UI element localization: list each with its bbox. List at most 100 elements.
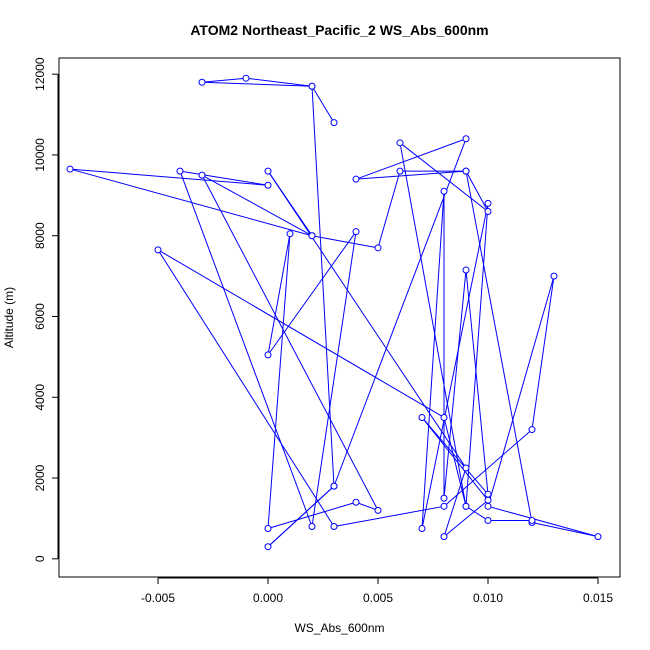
x-axis: -0.005 0.000 0.005 0.010 0.015 <box>141 577 613 605</box>
data-point <box>462 266 470 274</box>
data-point <box>352 498 360 506</box>
series-line-segment <box>443 429 533 507</box>
data-point <box>352 228 360 236</box>
data-point <box>484 490 492 498</box>
data-point <box>198 78 206 86</box>
series-line-segment <box>201 77 247 83</box>
plot-frame <box>58 57 621 578</box>
series-line-segment <box>267 485 335 548</box>
series-line-segment <box>465 170 533 523</box>
x-tick-label: 0.005 <box>363 591 393 605</box>
data-point <box>264 181 272 189</box>
data-point <box>440 494 448 502</box>
series-line-segment <box>311 86 335 123</box>
y-tick-label: 2000 <box>33 464 47 491</box>
data-point <box>176 167 184 175</box>
data-point <box>418 525 426 533</box>
data-point <box>440 502 448 510</box>
series-line-segment <box>311 235 379 249</box>
series-line-segment <box>465 269 489 495</box>
series-line-segment <box>333 505 445 528</box>
y-axis-label: Altitude (m) <box>2 287 16 348</box>
x-tick-label: -0.005 <box>141 591 175 605</box>
series-line-segment <box>355 138 467 180</box>
x-tick-label: 0.015 <box>583 591 613 605</box>
data-point <box>462 464 470 472</box>
x-tick-label: 0.010 <box>473 591 503 605</box>
series-line-segment <box>377 170 401 248</box>
data-point <box>528 516 536 524</box>
data-point <box>330 119 338 127</box>
data-point <box>440 533 448 541</box>
series-line-segment <box>267 501 357 530</box>
series-line-segment <box>399 142 467 507</box>
series-line-segment <box>399 142 489 212</box>
series-line-segment <box>421 203 489 529</box>
data-point <box>484 207 492 215</box>
data-point <box>198 171 206 179</box>
series-line-segment <box>443 417 467 507</box>
data-point <box>396 139 404 147</box>
data-point <box>308 82 316 90</box>
series-line-segment <box>267 170 313 236</box>
series-line-segment <box>157 249 335 527</box>
series-line-segment <box>421 417 489 501</box>
data-point <box>462 502 470 510</box>
series-line-segment <box>443 499 489 537</box>
data-point <box>264 351 272 359</box>
series-line-segment <box>69 168 269 186</box>
data-point <box>484 502 492 510</box>
data-point <box>330 523 338 531</box>
series-line-segment <box>311 231 357 527</box>
series-line-segment <box>421 191 445 529</box>
data-point <box>594 533 602 541</box>
series-line-segment <box>201 81 313 87</box>
data-point <box>286 230 294 238</box>
data-point <box>330 482 338 490</box>
series-line-segment <box>267 233 291 529</box>
series-line-segment <box>465 170 489 212</box>
data-point <box>308 232 316 240</box>
data-point <box>528 426 536 434</box>
series-layer <box>66 74 602 551</box>
series-line-segment <box>465 505 489 521</box>
data-point <box>374 506 382 514</box>
series-line-segment <box>245 77 313 87</box>
data-point <box>374 244 382 252</box>
y-tick-label: 10000 <box>33 138 47 172</box>
series-line-segment <box>355 501 379 511</box>
data-point <box>550 272 558 280</box>
data-point <box>484 199 492 207</box>
series-line-segment <box>157 249 445 418</box>
y-tick-label: 4000 <box>33 384 47 411</box>
series-line-segment <box>267 231 357 356</box>
data-point <box>264 525 272 533</box>
data-point <box>462 135 470 143</box>
series-line-segment <box>179 170 313 527</box>
y-axis: 0 2000 4000 6000 8000 10000 12000 <box>33 57 59 562</box>
series-line-segment <box>465 203 489 507</box>
data-point <box>264 167 272 175</box>
series-line-segment <box>443 269 467 499</box>
series-line-segment <box>421 417 489 495</box>
series-line-segment <box>267 170 467 469</box>
series-line-segment <box>443 467 467 537</box>
data-point <box>308 523 316 531</box>
series-line-segment <box>487 505 599 538</box>
data-point <box>440 187 448 195</box>
series-line-segment <box>267 233 291 355</box>
data-point <box>352 175 360 183</box>
series-line-segment <box>531 521 599 538</box>
series-line-segment <box>311 86 335 487</box>
series-line-segment <box>487 275 555 507</box>
series-line-segment <box>531 276 555 430</box>
series-line-segment <box>69 168 313 237</box>
data-point <box>396 167 404 175</box>
chart-title: ATOM2 Northeast_Pacific_2 WS_Abs_600nm <box>190 22 488 38</box>
data-point <box>462 167 470 175</box>
data-point <box>484 496 492 504</box>
series-line-segment <box>201 174 379 511</box>
x-tick-label: 0.000 <box>253 591 283 605</box>
y-tick-label: 12000 <box>33 57 47 91</box>
